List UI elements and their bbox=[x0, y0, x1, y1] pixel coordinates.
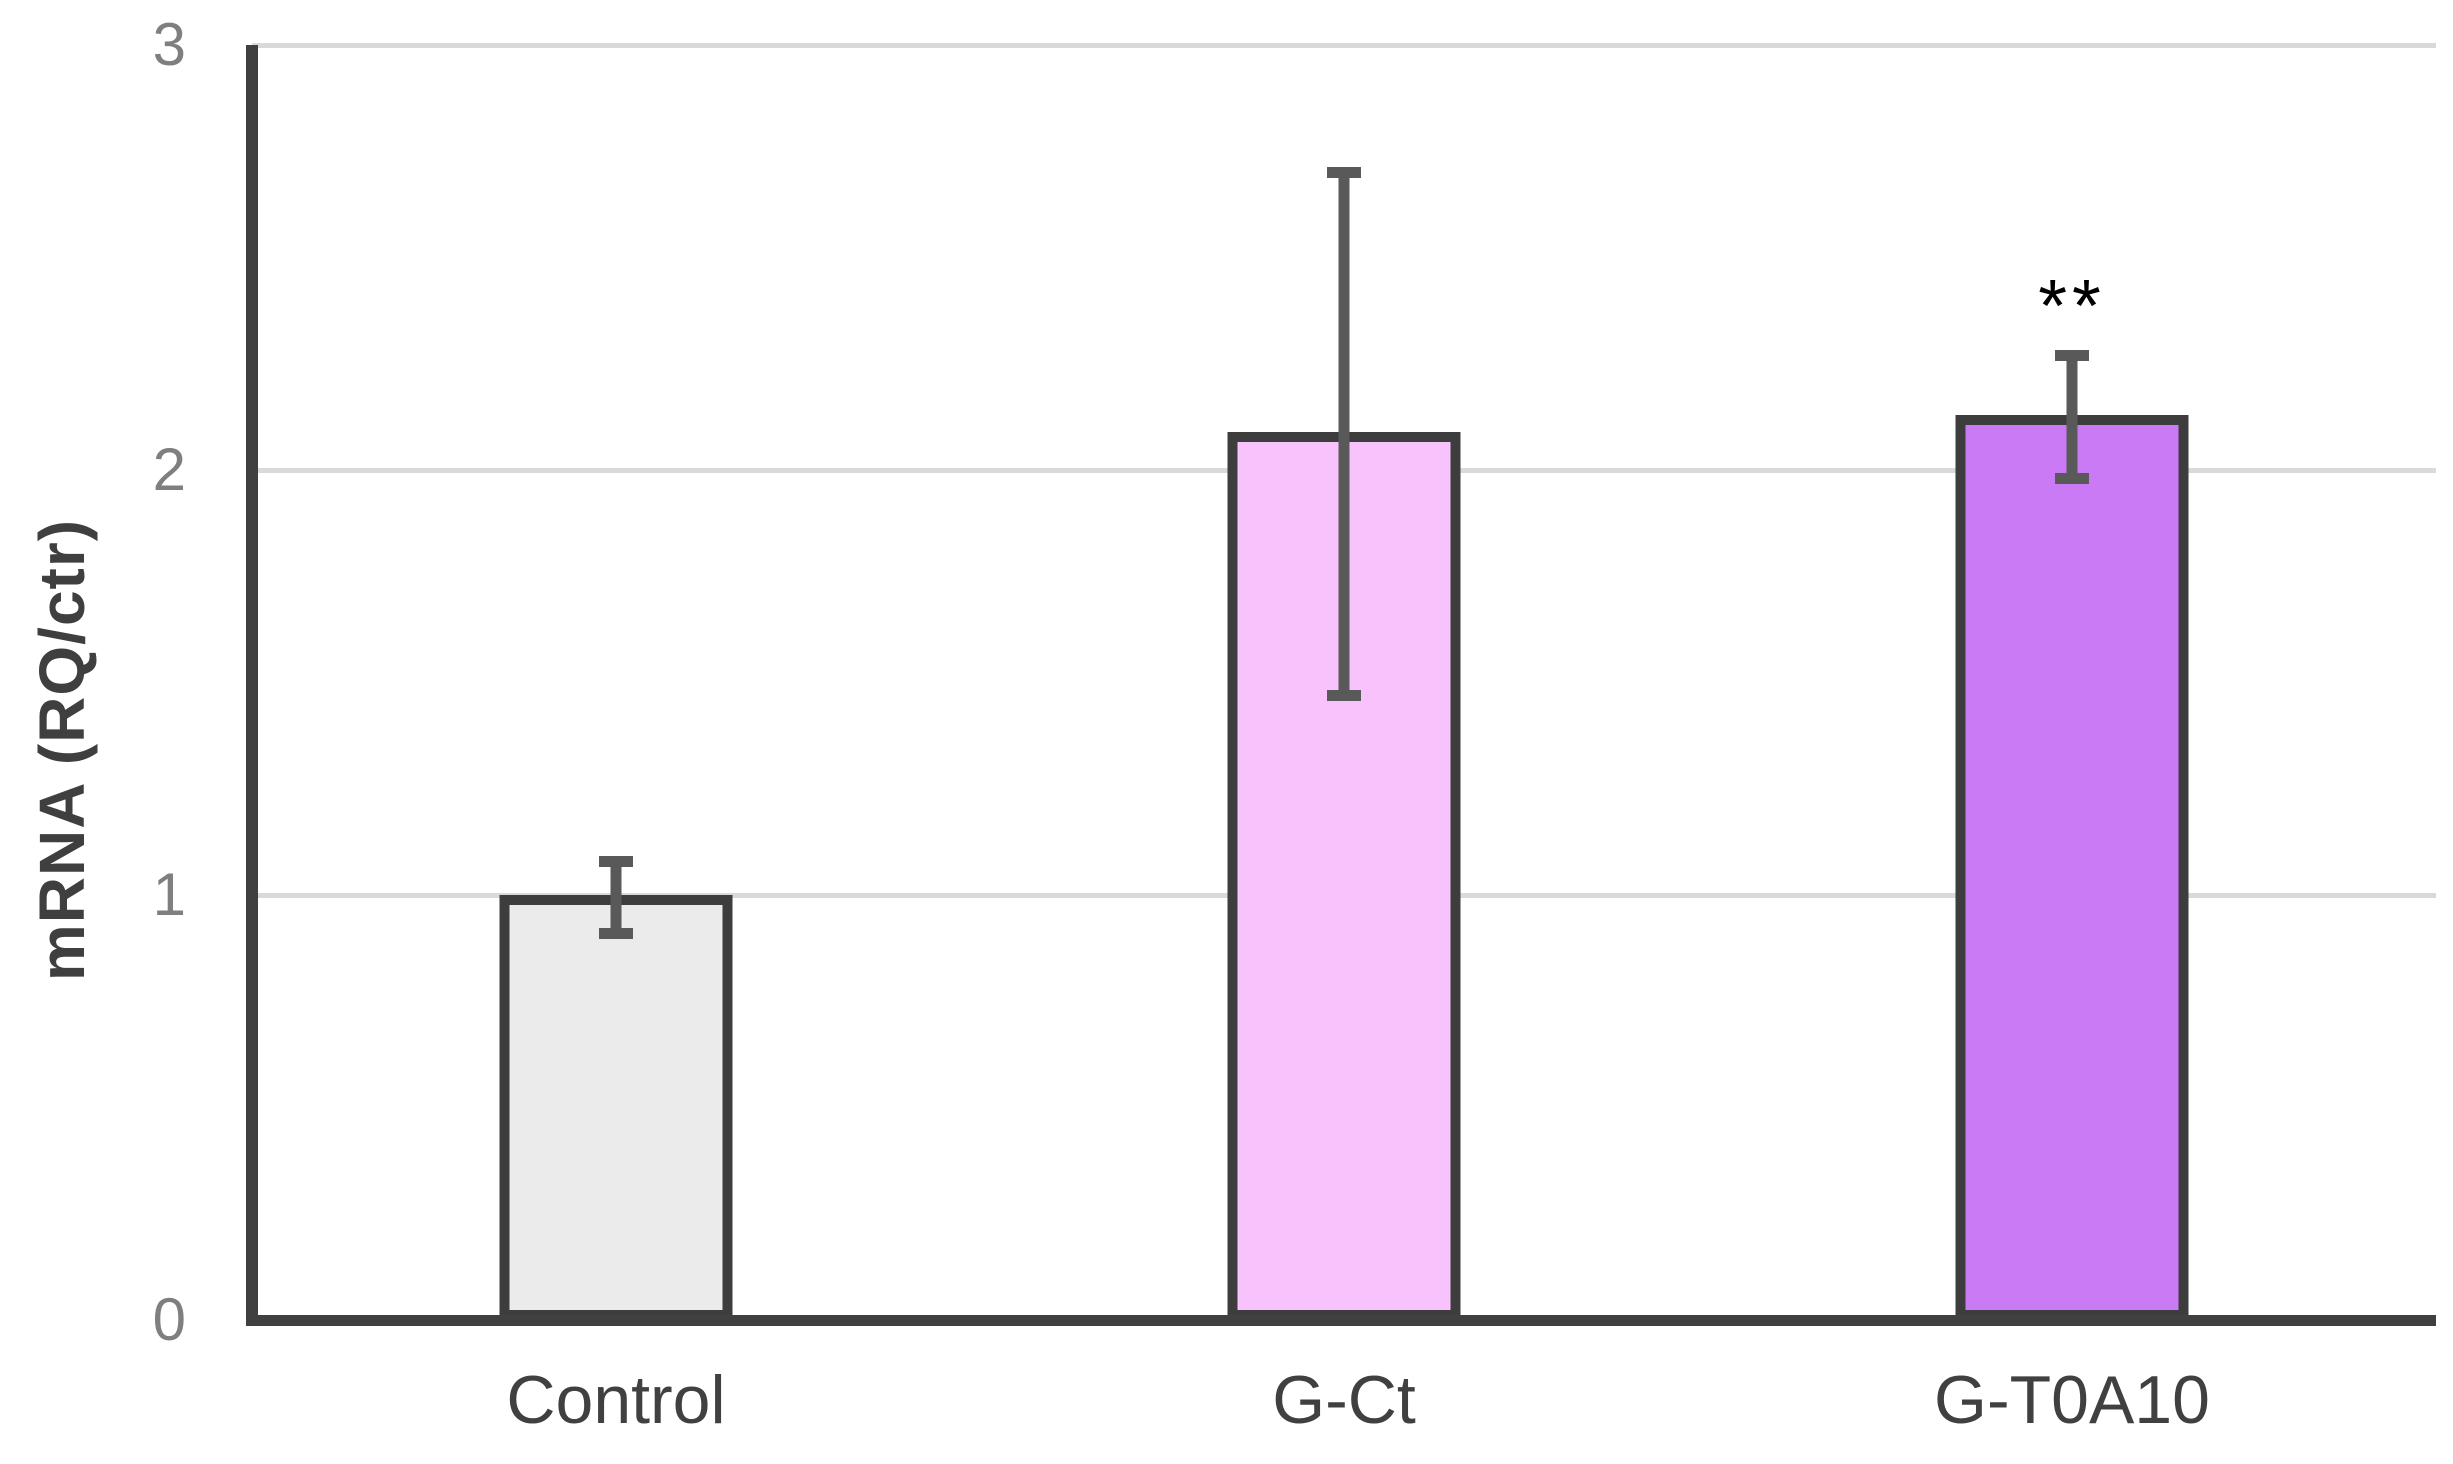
y-axis-title: mRNA (RQ/ctr) bbox=[26, 518, 98, 982]
error-bar-cap-top-g-t0a10 bbox=[2055, 349, 2089, 361]
y-tick-label-3: 3 bbox=[152, 11, 186, 78]
x-axis-line bbox=[246, 1315, 2436, 1326]
y-axis-line bbox=[246, 45, 258, 1326]
error-bar-g-ct bbox=[1338, 172, 1350, 696]
bar-g-t0a10 bbox=[1955, 414, 2189, 1320]
error-bar-cap-top-g-ct bbox=[1327, 167, 1361, 178]
x-tick-label-control: Control bbox=[506, 1362, 726, 1438]
error-bar-control bbox=[610, 861, 622, 934]
x-tick-label-g-t0a10: G-T0A10 bbox=[1934, 1362, 2210, 1438]
error-bar-cap-bottom-g-ct bbox=[1327, 689, 1361, 701]
y-tick-label-1: 1 bbox=[152, 861, 186, 928]
plot-area: ** bbox=[252, 42, 2436, 1320]
x-tick-label-g-ct: G-Ct bbox=[1272, 1362, 1416, 1438]
error-bar-g-t0a10 bbox=[2066, 355, 2078, 479]
error-bar-cap-top-control bbox=[599, 855, 633, 867]
error-bar-cap-bottom-control bbox=[599, 927, 633, 939]
y-tick-label-2: 2 bbox=[152, 436, 186, 503]
gridline-y-3 bbox=[252, 42, 2436, 48]
error-bar-cap-bottom-g-t0a10 bbox=[2055, 473, 2089, 484]
y-tick-label-0: 0 bbox=[152, 1286, 186, 1353]
significance-annotation-g-t0a10: ** bbox=[2038, 264, 2106, 348]
bar-control bbox=[499, 895, 733, 1320]
